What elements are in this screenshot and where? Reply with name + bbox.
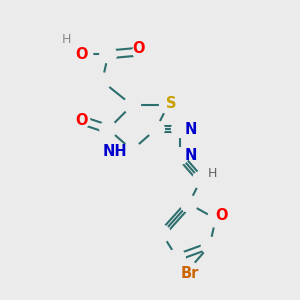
Circle shape [201,237,218,254]
Circle shape [172,148,188,164]
Text: NH: NH [103,144,128,159]
Text: S: S [166,96,176,111]
Circle shape [100,46,117,63]
Circle shape [160,97,176,114]
Text: N: N [184,148,197,164]
Circle shape [124,97,140,114]
Circle shape [192,172,209,188]
Text: H: H [208,167,218,180]
Circle shape [181,261,197,278]
Circle shape [172,121,188,137]
Text: O: O [215,208,228,223]
Text: O: O [75,47,88,62]
Circle shape [133,43,149,60]
Circle shape [73,112,90,128]
Text: H: H [62,33,71,46]
Circle shape [76,46,93,63]
Circle shape [100,121,117,137]
Circle shape [169,249,185,266]
Circle shape [207,210,224,227]
Circle shape [148,121,164,137]
Text: O: O [75,112,88,128]
Circle shape [94,73,111,90]
Circle shape [124,142,140,158]
Text: O: O [132,41,144,56]
Circle shape [154,225,170,242]
Circle shape [181,195,197,212]
Text: N: N [184,122,197,136]
Text: Br: Br [181,266,200,281]
